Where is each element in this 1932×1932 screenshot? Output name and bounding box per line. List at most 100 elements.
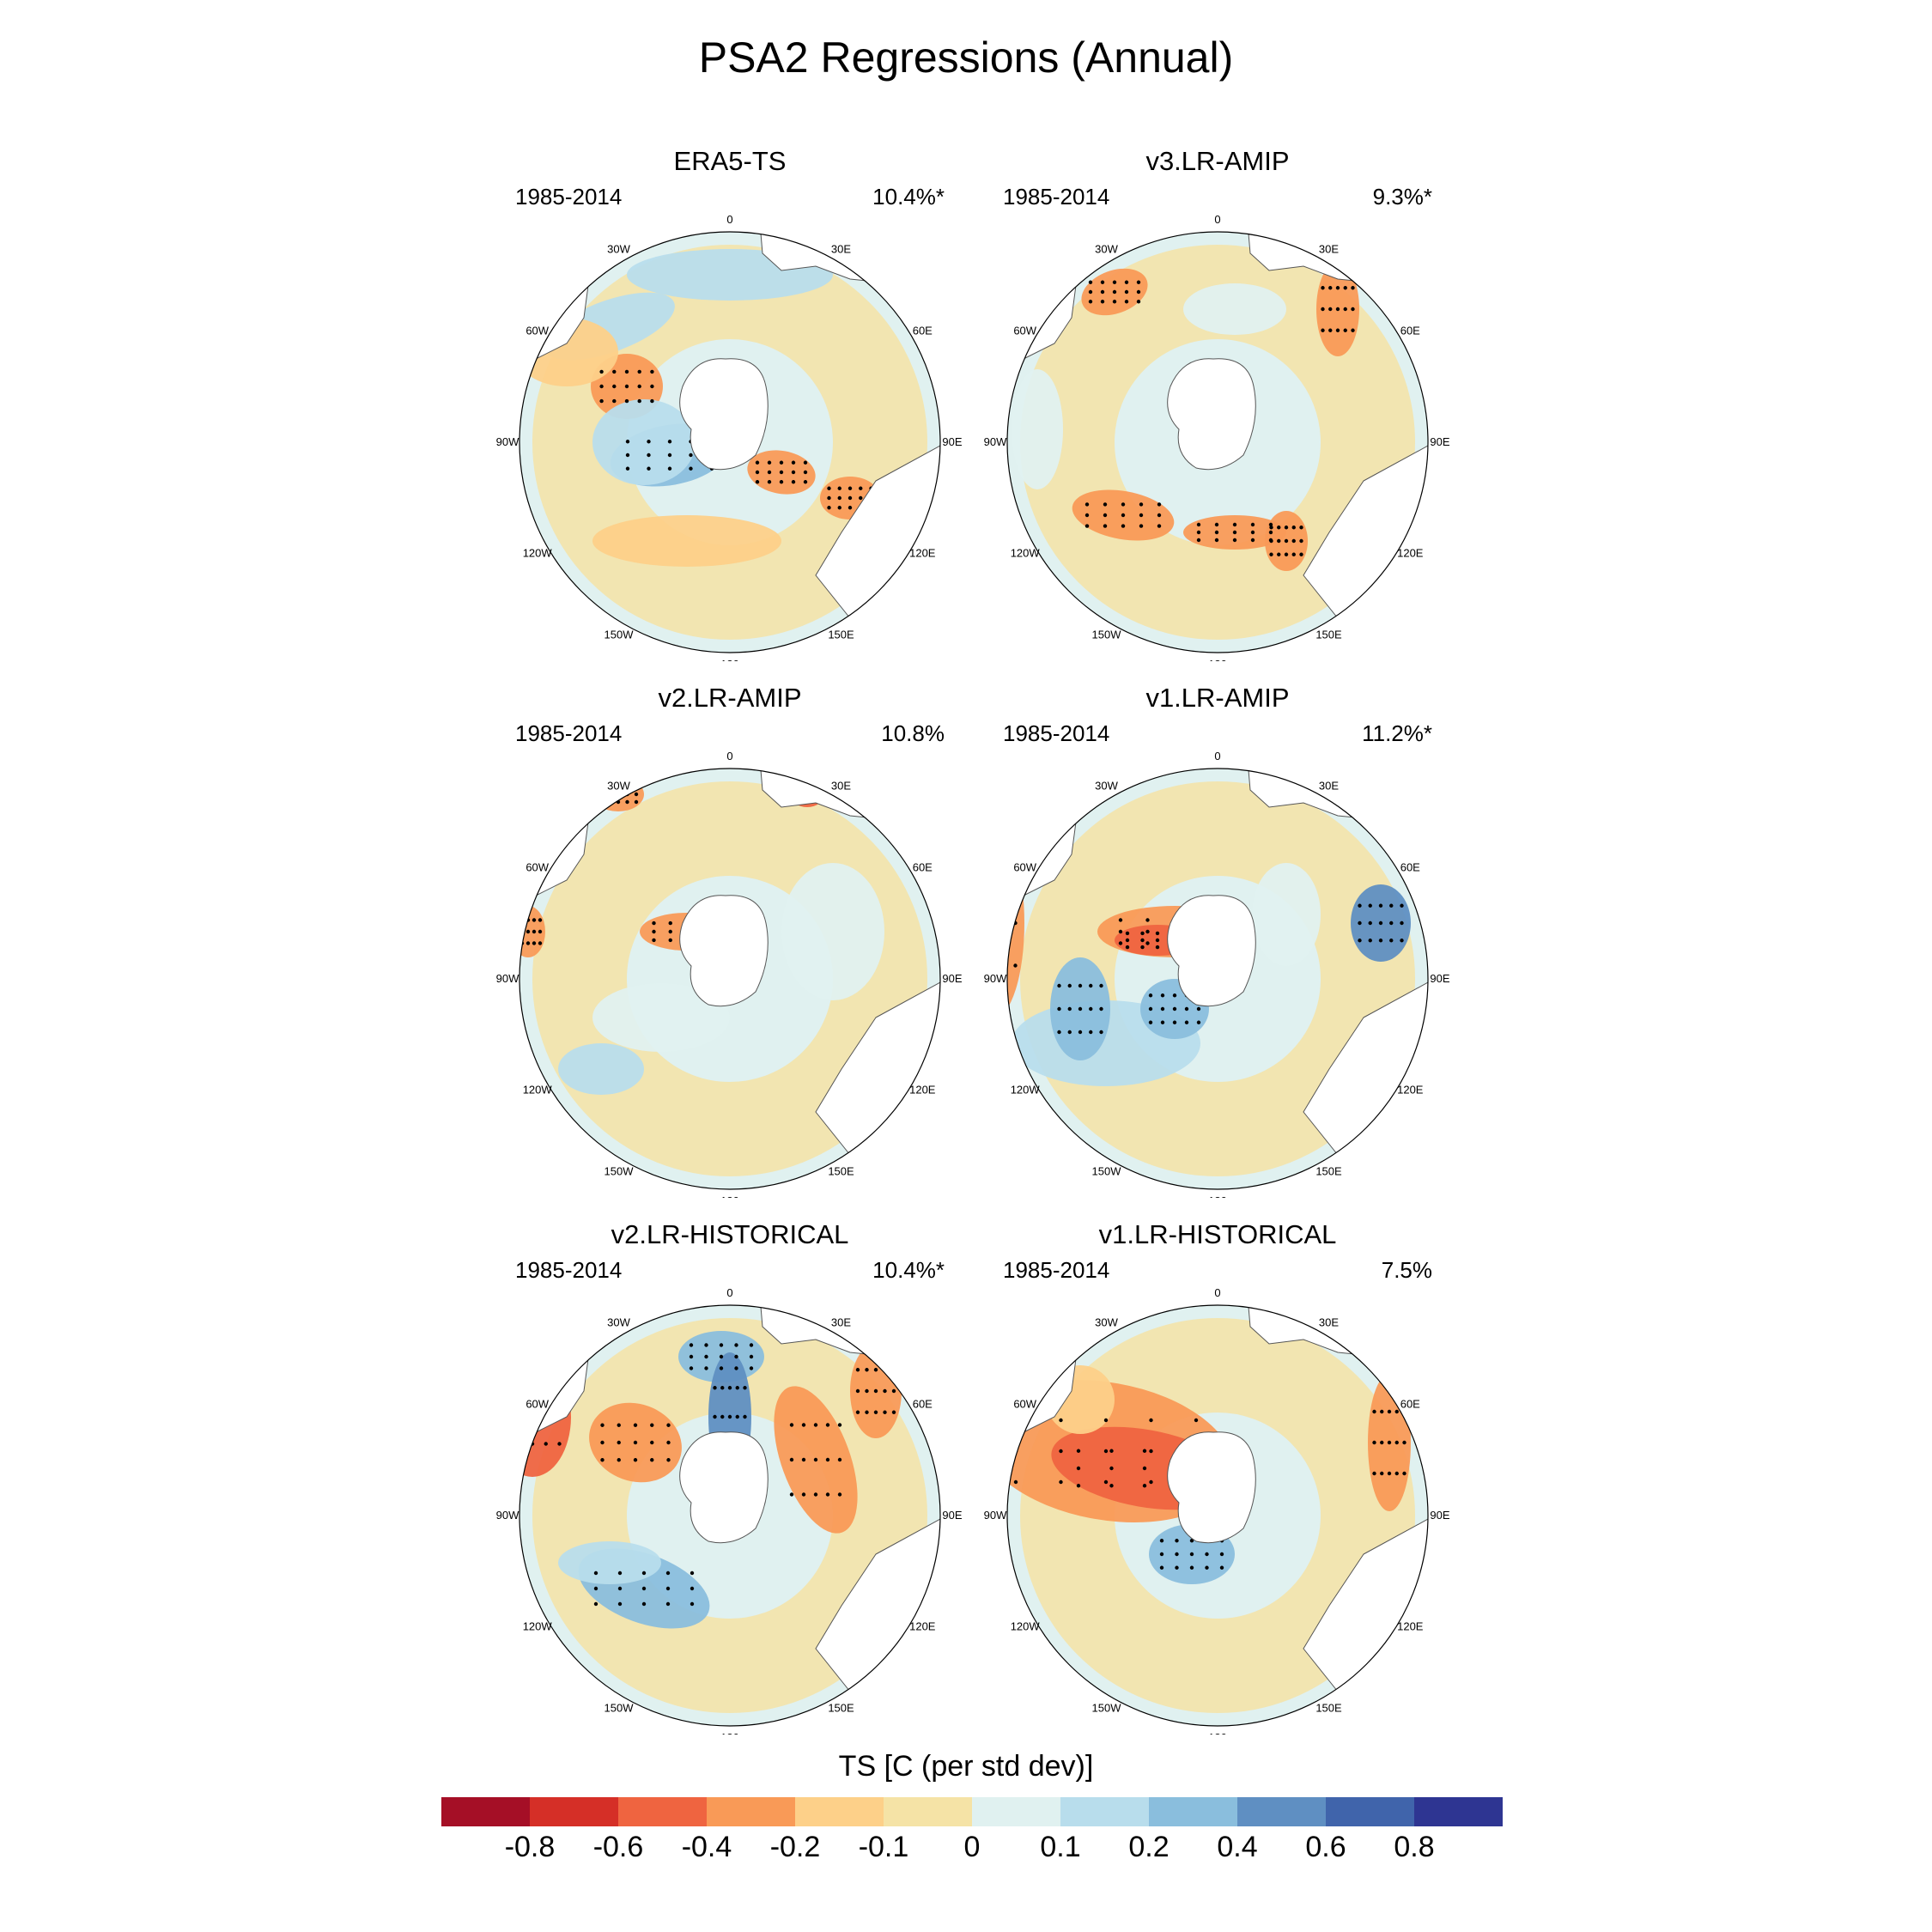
significance-dot — [519, 929, 525, 934]
longitude-label: 30W — [1095, 243, 1118, 256]
significance-dot — [1089, 1006, 1093, 1012]
significance-dot — [1250, 530, 1255, 535]
significance-dot — [848, 486, 853, 490]
map-boundary — [519, 768, 941, 1190]
significance-dot — [538, 1361, 544, 1365]
significance-dot — [791, 470, 796, 475]
significance-dot — [1149, 1449, 1153, 1454]
anomaly-region — [781, 863, 884, 1000]
significance-dot — [1084, 502, 1090, 507]
longitude-label: 60E — [913, 325, 933, 337]
significance-dot — [1380, 1471, 1384, 1476]
significance-dot — [530, 1388, 535, 1392]
longitude-label: 30E — [831, 1316, 851, 1329]
figure-title: PSA2 Regressions (Annual) — [698, 33, 1234, 82]
significance-dot — [1112, 300, 1117, 304]
significance-dot — [641, 1586, 647, 1591]
map-field — [1007, 232, 1428, 653]
significance-dot — [668, 929, 672, 934]
significance-dot — [1268, 530, 1273, 535]
significance-dot — [519, 1388, 521, 1392]
significance-dot — [1335, 286, 1340, 290]
longitude-label: 30E — [1319, 1316, 1339, 1329]
significance-dot — [668, 920, 672, 926]
significance-dot — [743, 1386, 747, 1390]
land-antarctica — [1167, 895, 1256, 1007]
longitude-label: 120E — [1397, 1084, 1424, 1097]
significance-dot — [1189, 1565, 1194, 1570]
significance-dot — [544, 1388, 548, 1392]
significance-dot — [1378, 920, 1383, 926]
significance-dot — [1284, 538, 1289, 544]
significance-dot — [1189, 1539, 1194, 1543]
significance-dot — [1145, 941, 1150, 945]
significance-dot — [1089, 983, 1093, 988]
significance-dot — [617, 1571, 623, 1576]
colorbar-segment — [1060, 1797, 1149, 1826]
significance-dot — [1139, 502, 1144, 507]
significance-dot — [813, 1423, 818, 1427]
significance-dot — [982, 963, 986, 967]
significance-dot — [612, 369, 617, 374]
significance-dot — [1321, 328, 1325, 332]
significance-dot — [734, 1366, 738, 1370]
significance-dot — [593, 1586, 598, 1591]
significance-dot — [689, 1354, 694, 1359]
significance-dot — [873, 1410, 878, 1414]
panel-title: v2.LR-AMIP — [658, 683, 802, 713]
longitude-label: 90W — [984, 1509, 1007, 1522]
significance-dot — [1335, 328, 1340, 332]
polar-map: 0 30E 60E 90E 120E 150E 180 150W 120W 90W 60W 30W — [982, 750, 1450, 1198]
significance-dot — [1088, 300, 1093, 304]
significance-dot — [1160, 993, 1165, 998]
longitude-label: 60E — [913, 861, 933, 874]
longitude-label: 180 — [720, 1194, 739, 1198]
longitude-label: 90E — [1430, 435, 1449, 448]
panel-percent: 7.5% — [1381, 1257, 1432, 1283]
significance-dot — [1118, 941, 1123, 945]
polar-map: 0 30E 60E 90E 120E 150E 180 150W 120W 90W 60W 30W — [984, 213, 1450, 661]
significance-dot — [719, 1366, 724, 1370]
significance-dot — [548, 1361, 552, 1365]
significance-dot — [1099, 1030, 1103, 1035]
significance-dot — [1140, 945, 1145, 950]
significance-dot — [1076, 1484, 1081, 1488]
significance-dot — [727, 1386, 732, 1390]
significance-dot — [1172, 993, 1177, 998]
significance-dot — [1343, 286, 1347, 290]
significance-dot — [827, 506, 831, 510]
significance-dot — [689, 466, 693, 471]
significance-dot — [1121, 502, 1126, 507]
longitude-label: 120W — [523, 1084, 553, 1097]
longitude-label: 150E — [1315, 1164, 1342, 1177]
significance-dot — [1232, 538, 1237, 543]
significance-dot — [719, 1343, 724, 1347]
longitude-label: 30E — [831, 243, 851, 256]
significance-dot — [1084, 524, 1090, 528]
longitude-label: 150E — [828, 1701, 854, 1714]
significance-dot — [641, 1571, 647, 1576]
significance-dot — [1196, 522, 1201, 527]
significance-dot — [617, 1423, 621, 1427]
significance-dot — [1124, 300, 1129, 304]
significance-dot — [625, 799, 629, 805]
significance-dot — [616, 1274, 619, 1278]
significance-dot — [1394, 1409, 1399, 1414]
significance-dot — [650, 398, 654, 404]
significance-dot — [1277, 552, 1281, 556]
significance-dot — [625, 440, 630, 444]
longitude-label: 0 — [726, 213, 732, 226]
significance-dot — [637, 384, 641, 389]
significance-dot — [1060, 1318, 1066, 1323]
significance-dot — [1205, 1552, 1209, 1557]
significance-dot — [1358, 939, 1362, 943]
significance-dot — [825, 1423, 830, 1427]
significance-dot — [713, 1414, 717, 1419]
colorbar-tick: 0.2 — [1128, 1831, 1170, 1863]
significance-dot — [1328, 328, 1333, 332]
significance-dot — [755, 460, 760, 465]
significance-dot — [1368, 939, 1372, 943]
map-field — [514, 769, 940, 1189]
longitude-label: 0 — [726, 1286, 732, 1299]
significance-dot — [514, 941, 518, 945]
